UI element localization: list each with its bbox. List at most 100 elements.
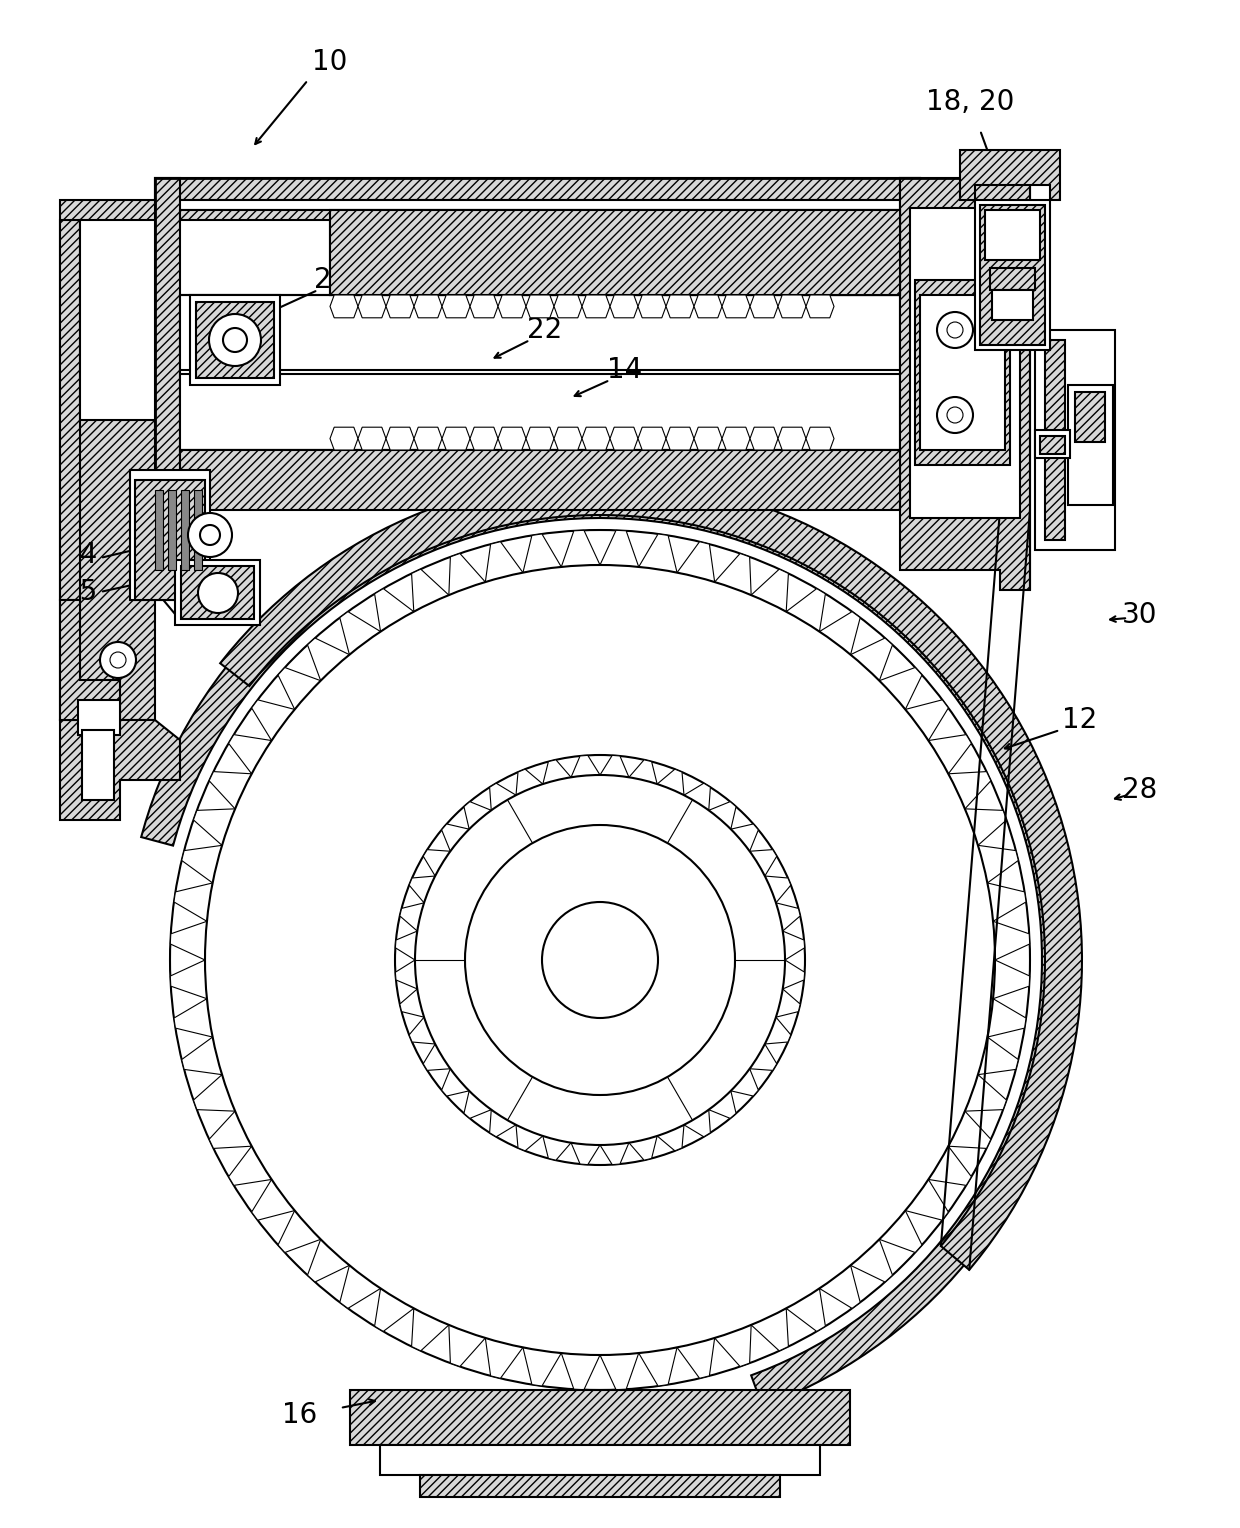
Polygon shape: [330, 295, 358, 318]
Polygon shape: [449, 553, 485, 594]
Bar: [1040, 435, 1065, 454]
Polygon shape: [170, 960, 207, 999]
Polygon shape: [639, 533, 677, 573]
Polygon shape: [776, 989, 800, 1018]
Polygon shape: [993, 960, 1029, 999]
Polygon shape: [562, 530, 600, 567]
Bar: [992, 290, 1033, 319]
Polygon shape: [141, 484, 1075, 1406]
Polygon shape: [155, 177, 180, 590]
Polygon shape: [657, 769, 684, 795]
Bar: [915, 280, 1011, 465]
Polygon shape: [174, 999, 212, 1038]
Polygon shape: [516, 1125, 543, 1151]
Polygon shape: [677, 1339, 714, 1378]
Text: 14: 14: [608, 356, 642, 384]
Polygon shape: [441, 1068, 469, 1096]
Bar: [135, 480, 205, 601]
Bar: [420, 1475, 780, 1497]
Polygon shape: [987, 999, 1025, 1038]
Polygon shape: [554, 428, 582, 451]
Polygon shape: [978, 1038, 1018, 1074]
Polygon shape: [929, 735, 971, 773]
Bar: [81, 220, 155, 420]
Polygon shape: [441, 428, 470, 451]
Polygon shape: [929, 1146, 971, 1186]
Polygon shape: [330, 209, 900, 295]
Circle shape: [210, 313, 260, 367]
Polygon shape: [820, 611, 861, 654]
Polygon shape: [851, 1239, 893, 1282]
Polygon shape: [399, 903, 424, 931]
Polygon shape: [182, 1038, 222, 1074]
Bar: [985, 209, 1040, 260]
Polygon shape: [330, 428, 358, 451]
Circle shape: [542, 902, 658, 1018]
Bar: [920, 295, 1004, 451]
Polygon shape: [374, 1288, 414, 1331]
Polygon shape: [851, 639, 893, 680]
Polygon shape: [409, 1018, 435, 1044]
Polygon shape: [412, 568, 449, 611]
Polygon shape: [782, 931, 805, 960]
Circle shape: [223, 329, 247, 351]
Polygon shape: [582, 428, 610, 451]
Polygon shape: [396, 960, 418, 989]
Polygon shape: [386, 295, 414, 318]
Polygon shape: [714, 553, 751, 594]
Circle shape: [396, 755, 805, 1164]
Text: 26: 26: [315, 266, 350, 293]
Text: 25: 25: [62, 578, 98, 607]
Polygon shape: [600, 1143, 629, 1164]
Polygon shape: [210, 772, 252, 808]
Polygon shape: [308, 1239, 350, 1282]
Polygon shape: [684, 784, 711, 810]
Bar: [190, 295, 280, 385]
Polygon shape: [485, 1339, 523, 1378]
Polygon shape: [193, 808, 236, 845]
Bar: [78, 700, 120, 735]
Polygon shape: [228, 735, 272, 773]
Polygon shape: [228, 1146, 272, 1186]
Polygon shape: [221, 478, 1083, 1270]
Polygon shape: [750, 428, 777, 451]
Polygon shape: [180, 209, 900, 295]
Polygon shape: [423, 1044, 450, 1071]
Circle shape: [947, 322, 963, 338]
Polygon shape: [714, 1325, 751, 1366]
Circle shape: [947, 406, 963, 423]
Polygon shape: [180, 295, 900, 451]
Bar: [1068, 385, 1114, 504]
Polygon shape: [412, 1308, 449, 1351]
Polygon shape: [340, 611, 381, 654]
Polygon shape: [905, 1180, 949, 1221]
Polygon shape: [170, 921, 207, 960]
Polygon shape: [786, 1288, 826, 1331]
Polygon shape: [155, 200, 920, 209]
Polygon shape: [60, 720, 180, 821]
Polygon shape: [490, 1109, 516, 1137]
Polygon shape: [523, 1348, 562, 1386]
Bar: [1035, 330, 1115, 550]
Bar: [1035, 429, 1070, 458]
Polygon shape: [666, 295, 694, 318]
Polygon shape: [464, 802, 491, 830]
Polygon shape: [543, 1135, 572, 1160]
Polygon shape: [464, 1091, 491, 1118]
Circle shape: [465, 825, 735, 1096]
Polygon shape: [765, 876, 791, 903]
Polygon shape: [572, 1143, 600, 1164]
Polygon shape: [684, 1109, 711, 1137]
Polygon shape: [554, 295, 582, 318]
Polygon shape: [358, 295, 386, 318]
Circle shape: [200, 526, 219, 545]
Polygon shape: [572, 755, 600, 778]
Polygon shape: [490, 784, 516, 810]
Text: 12: 12: [1063, 706, 1097, 733]
Polygon shape: [677, 542, 714, 582]
Polygon shape: [399, 989, 424, 1018]
Circle shape: [198, 573, 238, 613]
Bar: [130, 471, 210, 601]
Polygon shape: [523, 533, 562, 573]
Polygon shape: [879, 1210, 923, 1253]
